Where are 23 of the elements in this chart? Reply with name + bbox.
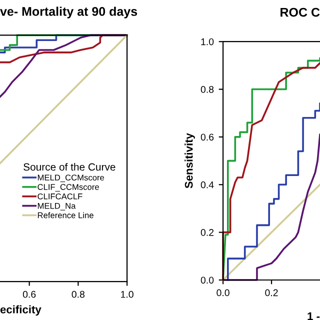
y-tick-label: 1.0 [201, 38, 214, 46]
legend-label: CLIF_CCMscore [38, 184, 99, 192]
x-axis-title: 1 - [308, 312, 320, 320]
x-axis-title: ecificity [0, 305, 42, 316]
legend-label: CLIFCACLF [38, 193, 82, 200]
x-tick-label: 0.2 [265, 289, 278, 296]
legend-title: Source of the Curve [24, 163, 116, 171]
x-tick-label: 0.0 [216, 289, 230, 296]
y-axis-title: Sensitivity [184, 133, 195, 188]
x-tick-label: 1.0 [121, 290, 134, 298]
y-tick-label: 0.4 [200, 181, 214, 188]
legend-label: Reference Line [38, 212, 94, 218]
y-tick-label: 0.8 [200, 86, 214, 93]
y-tick-label: 0.0 [200, 276, 214, 284]
legend-label: MELD_Na [38, 202, 76, 210]
y-tick-label: 0.6 [200, 134, 214, 141]
chart-title: ROC C [280, 8, 320, 17]
y-tick-label: 0.2 [200, 229, 214, 236]
legend-label: MELD_CCMscore [38, 174, 104, 182]
chart-title: ve- Mortality at 90 days [0, 6, 138, 18]
x-tick-label: 0.8 [72, 290, 85, 298]
x-tick-label: 0.6 [22, 290, 36, 298]
line-series [226, 102, 320, 281]
